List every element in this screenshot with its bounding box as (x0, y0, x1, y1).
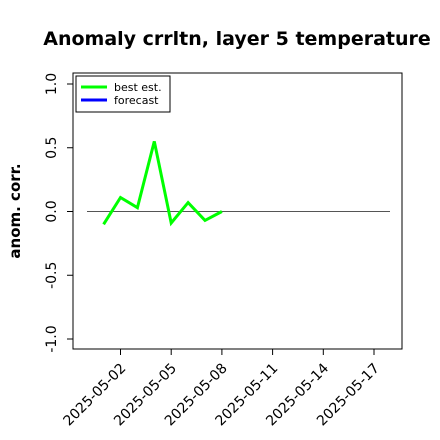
legend-label: forecast (114, 94, 159, 107)
legend-label: best est. (114, 81, 162, 94)
y-tick-label: 0.5 (44, 137, 60, 159)
legend-box (75, 75, 171, 113)
y-tick-label: 1.0 (44, 73, 60, 95)
chart-title: Anomaly crrltn, layer 5 temperature (43, 28, 431, 50)
legend: best est.forecast (75, 75, 171, 113)
y-axis-label: anom. corr. (6, 163, 24, 258)
y-tick-label: 0.0 (44, 200, 60, 222)
y-tick-label: -0.5 (44, 262, 60, 289)
y-tick-label: -1.0 (44, 325, 60, 352)
series-line-best-est (102, 141, 223, 227)
